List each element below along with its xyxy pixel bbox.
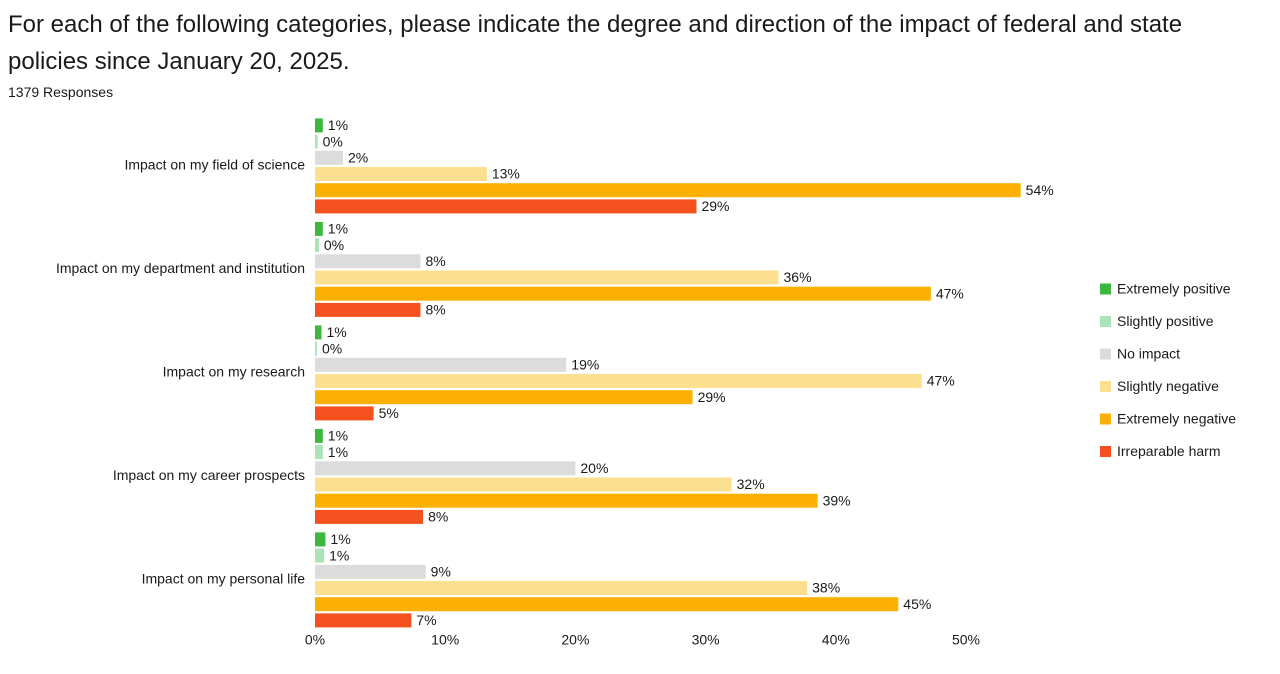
value-label: 29%: [698, 389, 726, 405]
value-label: 1%: [329, 547, 349, 563]
bar: [315, 477, 732, 492]
value-label: 38%: [812, 580, 840, 596]
value-label: 39%: [823, 492, 851, 508]
bar: [315, 461, 576, 476]
legend-label: Extremely negative: [1117, 411, 1236, 427]
value-label: 47%: [927, 373, 955, 389]
bar: [315, 325, 322, 340]
value-label: 1%: [330, 531, 350, 547]
category-label: Impact on my personal life: [142, 571, 306, 587]
bar: [315, 167, 487, 181]
category-label: Impact on my research: [163, 364, 305, 380]
value-label: 20%: [580, 460, 608, 476]
bar: [315, 238, 319, 253]
bar: [315, 183, 1021, 198]
value-label: 0%: [324, 237, 344, 253]
x-tick-label: 20%: [561, 632, 589, 648]
value-label: 1%: [328, 428, 348, 444]
bar: [315, 374, 922, 388]
bar: [315, 532, 326, 547]
bar: [315, 613, 412, 628]
bar: [315, 597, 899, 612]
value-label: 19%: [571, 357, 599, 373]
legend-swatch: [1100, 348, 1111, 360]
value-label: 13%: [492, 166, 520, 182]
bar: [315, 286, 931, 301]
bar: [315, 581, 808, 595]
legend-swatch: [1100, 381, 1111, 392]
value-label: 47%: [936, 285, 964, 301]
bar: [315, 548, 325, 563]
legend-label: Irreparable harm: [1117, 443, 1221, 459]
value-label: 7%: [416, 612, 436, 628]
bar: [315, 118, 323, 133]
value-label: 0%: [322, 340, 342, 356]
bar: [315, 134, 318, 149]
bar: [315, 406, 374, 421]
value-label: 54%: [1026, 182, 1054, 198]
category-label: Impact on my field of science: [124, 157, 305, 173]
bar: [315, 428, 323, 443]
x-tick-label: 50%: [952, 632, 980, 648]
value-label: 1%: [328, 221, 348, 237]
legend-label: No impact: [1117, 346, 1180, 362]
category-label: Impact on my department and institution: [56, 260, 305, 276]
bar: [315, 445, 323, 460]
value-label: 29%: [701, 198, 729, 214]
value-label: 1%: [328, 117, 348, 133]
bar: [315, 357, 567, 372]
bar: [315, 221, 323, 236]
value-label: 2%: [348, 150, 368, 166]
bar: [315, 509, 424, 524]
bar: [315, 302, 421, 317]
bar: [315, 493, 818, 508]
value-label: 36%: [784, 269, 812, 285]
x-tick-label: 30%: [692, 632, 720, 648]
value-label: 32%: [737, 476, 765, 492]
legend-label: Extremely positive: [1117, 281, 1231, 297]
value-label: 8%: [428, 509, 448, 525]
bar: [315, 341, 317, 356]
legend-swatch: [1100, 283, 1111, 295]
value-label: 0%: [323, 133, 343, 149]
bar: [315, 390, 693, 405]
value-label: 45%: [903, 596, 931, 612]
legend-swatch: [1100, 316, 1111, 327]
x-tick-label: 0%: [305, 632, 325, 648]
chart-title: For each of the following categories, pl…: [8, 11, 1183, 75]
x-tick-label: 40%: [822, 632, 850, 648]
legend-swatch: [1100, 413, 1111, 425]
chart-subtitle: 1379 Responses: [8, 84, 114, 100]
bar: [315, 199, 697, 214]
bar: [315, 150, 343, 165]
legend-swatch: [1100, 446, 1111, 457]
bar: [315, 254, 421, 269]
value-label: 8%: [425, 302, 445, 318]
legend-label: Slightly negative: [1117, 378, 1219, 394]
value-label: 1%: [327, 324, 347, 340]
value-label: 5%: [379, 405, 399, 421]
value-label: 8%: [425, 253, 445, 269]
bar: [315, 270, 779, 285]
bar: [315, 564, 426, 579]
value-label: 9%: [431, 564, 451, 580]
legend-label: Slightly positive: [1117, 313, 1214, 329]
value-label: 1%: [328, 444, 348, 460]
category-label: Impact on my career prospects: [113, 467, 305, 483]
x-tick-label: 10%: [431, 632, 459, 648]
